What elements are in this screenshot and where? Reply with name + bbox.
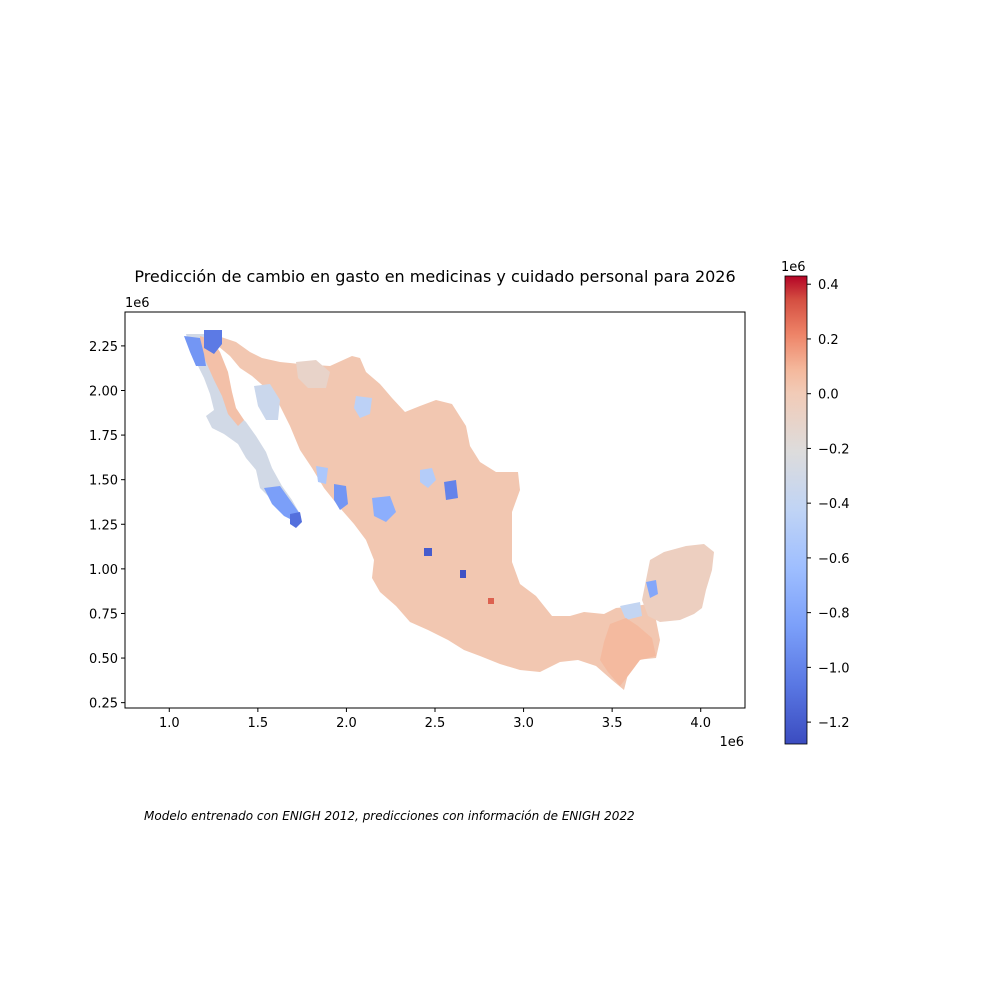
y-tick-label: 0.50: [89, 652, 118, 667]
colorbar: 1e6 0.4 0.2 0.0 −0.2 −0.4 −0.6 −0.8 −1.0 −1.2: [781, 260, 850, 745]
region-baja-nw-block: [184, 336, 206, 366]
y-tick-label: 1.75: [89, 429, 118, 444]
x-tick-label: 2.5: [425, 716, 446, 731]
region-chiapas: [600, 618, 656, 686]
region-baja-north-strip: [200, 336, 244, 426]
caption: Modelo entrenado con ENIGH 2012, predicc…: [144, 809, 635, 823]
colorbar-tick-label: 0.2: [818, 333, 839, 348]
y-tick-label: 2.00: [89, 384, 118, 399]
region-baja-sur-cape: [290, 512, 302, 528]
colorbar-tick-label: −0.2: [818, 442, 850, 457]
colorbar-tick-label: −0.8: [818, 607, 850, 622]
y-tick-label: 0.25: [89, 697, 118, 712]
colorbar-ticks: 0.4 0.2 0.0 −0.2 −0.4 −0.6 −0.8 −1.0 −1.2: [807, 278, 850, 731]
region-campeche-blue: [646, 580, 658, 598]
region-mainland: [218, 336, 660, 690]
chart-title: Predicción de cambio en gasto en medicin…: [134, 267, 735, 286]
y-tick-label: 1.25: [89, 518, 118, 533]
region-jalisco-blue: [424, 548, 432, 556]
y-tick-label: 1.00: [89, 563, 118, 578]
y-tick-label: 2.25: [89, 340, 118, 355]
region-yucatan-peninsula: [642, 544, 714, 622]
x-tick-label: 2.0: [336, 716, 357, 731]
colorbar-tick-label: −1.2: [818, 716, 850, 731]
colorbar-tick-label: −0.6: [818, 552, 850, 567]
region-baja-ne-block: [204, 330, 222, 354]
colorbar-offset-label: 1e6: [781, 260, 806, 275]
region-zacatecas-blue: [444, 480, 458, 500]
x-tick-label: 4.0: [690, 716, 711, 731]
colorbar-tick-label: −1.0: [818, 661, 850, 676]
region-cdmx-red: [488, 598, 494, 604]
region-quintana-roo-gray: [620, 602, 642, 620]
colorbar-gradient: [784, 275, 808, 745]
colorbar-tick-label: 0.4: [818, 278, 839, 293]
x-tick-label: 3.0: [513, 716, 534, 731]
region-durango-blue: [372, 496, 396, 522]
x-tick-label: 3.5: [602, 716, 623, 731]
region-guanajuato-blue: [460, 570, 466, 578]
x-offset-label: 1e6: [719, 735, 744, 750]
region-chihuahua-north: [296, 360, 330, 388]
region-sinaloa-blue: [334, 484, 348, 510]
y-tick-label: 1.50: [89, 474, 118, 489]
x-tick-label: 1.5: [248, 716, 269, 731]
region-sonora-west: [254, 384, 280, 420]
colorbar-tick-label: −0.4: [818, 497, 850, 512]
map-layer: [184, 330, 714, 690]
x-tick-label: 1.0: [159, 716, 180, 731]
region-coahuila-gray: [354, 396, 372, 418]
colorbar-tick-label: 0.0: [818, 388, 839, 403]
x-axis: 1.0 1.5 2.0 2.5 3.0 3.5 4.0: [159, 708, 711, 731]
y-tick-label: 0.75: [89, 607, 118, 622]
y-offset-label: 1e6: [125, 296, 150, 311]
region-nuevo-leon-gray: [420, 468, 436, 488]
region-baja-sur-tip: [264, 486, 300, 522]
y-axis: 0.25 0.50 0.75 1.00 1.25 1.50 1.75 2.00 2.25: [89, 340, 125, 712]
region-sinaloa-coast: [316, 466, 328, 484]
